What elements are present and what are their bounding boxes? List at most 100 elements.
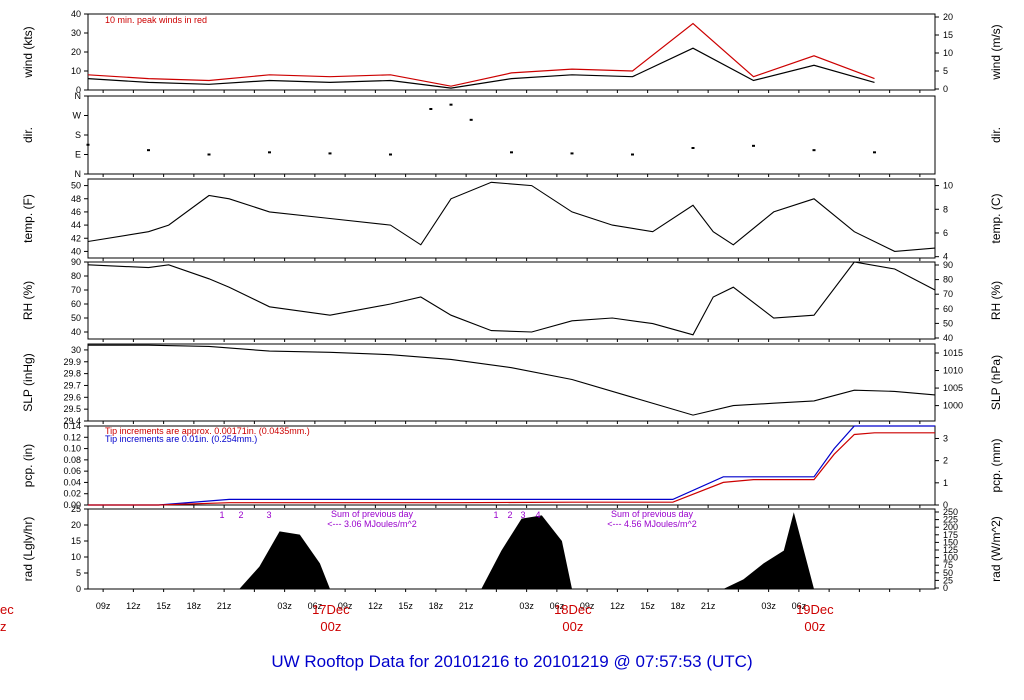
- ytick-label: 29.7: [63, 380, 81, 390]
- rad-hour-marker: 3: [520, 510, 525, 520]
- ytick-right-label: 10: [943, 48, 953, 58]
- rad-area-0: [239, 531, 330, 589]
- ylabel-right: dir.: [989, 127, 1003, 143]
- ytick-right-label: 0: [943, 583, 948, 593]
- ytick-right-label: 40: [943, 333, 953, 343]
- ytick-label: 10: [71, 552, 81, 562]
- x-axis: 09z 12z 15z 18z 21z 03z 06z 09z 12z 15z 18z 21z 03z 0…: [0, 601, 834, 634]
- rad-hour-marker: 4: [535, 510, 540, 520]
- pcp-annotation-0: Tip increments are approx. 0.00171in. (0…: [105, 426, 310, 436]
- ylabel-right: SLP (hPa): [989, 355, 1003, 410]
- footer-title: UW Rooftop Data for 20101216 to 20101219…: [271, 652, 752, 671]
- ylabel-right: rad (W/m^2): [989, 516, 1003, 582]
- rad-annotation-1: <--- 3.06 MJoules/m^2: [327, 519, 417, 529]
- dir-point: [873, 151, 876, 154]
- ytick-right-label: 70: [943, 289, 953, 299]
- ytick-label: 29.6: [63, 392, 81, 402]
- ytick-label: 0.04: [63, 477, 81, 487]
- dir-point: [752, 144, 755, 147]
- ytick-label: 20: [71, 520, 81, 530]
- xtick-label: 18z: [187, 601, 202, 611]
- ytick-right-label: 0: [943, 84, 948, 94]
- panel-wind: 0 10 20 30 40 0 5 10 15 20 wind (kts) wind (m/s) 10 …: [21, 9, 1003, 95]
- ytick-right-label: 225: [943, 515, 958, 525]
- ytick-right-label: 5: [943, 66, 948, 76]
- ytick-label: 0.08: [63, 455, 81, 465]
- ylabel-right: RH (%): [989, 281, 1003, 320]
- ylabel-left: pcp. (in): [21, 444, 35, 487]
- ytick-label: 44: [71, 220, 81, 230]
- ytick-label: 42: [71, 233, 81, 243]
- dir-point: [268, 151, 271, 154]
- ytick-right-label: 2: [943, 456, 948, 466]
- ytick-right-label: 6: [943, 228, 948, 238]
- ytick-label: 0: [76, 584, 81, 594]
- ytick-right-label: 3: [943, 433, 948, 443]
- series-line: [88, 344, 936, 416]
- ytick-right-label: 1000: [943, 401, 963, 411]
- xtick-label: 12z: [368, 601, 383, 611]
- dir-point: [389, 153, 392, 156]
- rad-hour-marker: 3: [266, 510, 271, 520]
- xtick-label: 21z: [701, 601, 716, 611]
- xtick-label: 15z: [640, 601, 655, 611]
- dir-point: [631, 153, 634, 156]
- xtick-label: 06z: [550, 601, 565, 611]
- ylabel-left: dir.: [21, 127, 35, 143]
- ytick-label: 70: [71, 285, 81, 295]
- ytick-right-label: 60: [943, 304, 953, 314]
- rad-hour-marker: 2: [238, 510, 243, 520]
- ytick-label: S: [75, 130, 81, 140]
- ytick-label: 0: [76, 85, 81, 95]
- ytick-right-label: 150: [943, 537, 958, 547]
- ytick-label: 20: [71, 47, 81, 57]
- ytick-label: 46: [71, 207, 81, 217]
- rad-hour-marker: 1: [493, 510, 498, 520]
- xtick-label: 18z: [671, 601, 686, 611]
- date-hour-clipped: z: [0, 619, 7, 634]
- series-line-1: [88, 432, 935, 506]
- xtick-label: 03z: [277, 601, 292, 611]
- ytick-label: 30: [71, 28, 81, 38]
- ylabel-left: RH (%): [21, 281, 35, 320]
- ytick-label: 29.5: [63, 404, 81, 414]
- dir-point: [691, 147, 695, 149]
- date-label: 17Dec: [312, 602, 350, 617]
- ylabel-right: wind (m/s): [989, 24, 1003, 80]
- ytick-label: 0.00: [63, 500, 81, 510]
- ytick-label: 0.06: [63, 466, 81, 476]
- ytick-right-label: 20: [943, 12, 953, 22]
- rad-hour-marker: 2: [507, 510, 512, 520]
- ylabel-left: SLP (inHg): [21, 353, 35, 411]
- xtick-label: 12z: [610, 601, 625, 611]
- rad-area-1: [481, 515, 572, 589]
- date-hour-label: 00z: [320, 619, 341, 634]
- ytick-label: 15: [71, 536, 81, 546]
- ytick-label: 29.8: [63, 369, 81, 379]
- dir-point: [510, 151, 513, 154]
- ytick-label: 48: [71, 194, 81, 204]
- date-hour-label: 00z: [562, 619, 583, 634]
- xtick-label: 15z: [398, 601, 413, 611]
- ytick-right-label: 10: [943, 181, 953, 191]
- ytick-label: 29.9: [63, 357, 81, 367]
- ytick-label: 50: [71, 313, 81, 323]
- ytick-label: 25: [71, 504, 81, 514]
- rad-annotation-3: <--- 4.56 MJoules/m^2: [607, 519, 697, 529]
- panel-slp: 29.4 29.5 29.6 29.729.8 29.9 30 1000 1005 1010 10…: [21, 343, 1003, 426]
- pcp-annotation-1: Tip increments are 0.01in. (0.254mm.): [105, 434, 257, 444]
- dir-point: [429, 108, 433, 110]
- ytick-right-label: 1005: [943, 383, 963, 393]
- series-line-1: [87, 22, 875, 87]
- xtick-label: 03z: [761, 601, 776, 611]
- xtick-label: 09z: [338, 601, 353, 611]
- ytick-right-label: 25: [943, 575, 953, 585]
- panel-frame: [87, 13, 936, 91]
- ytick-right-label: 80: [943, 275, 953, 285]
- panel-rad: 05101520250255075100125150175200225250ra…: [21, 504, 1003, 594]
- ytick-right-label: 0: [943, 500, 948, 510]
- rad-annotation-0: Sum of previous day: [331, 509, 414, 519]
- panel-frame: [87, 343, 936, 422]
- ytick-label: 5: [76, 568, 81, 578]
